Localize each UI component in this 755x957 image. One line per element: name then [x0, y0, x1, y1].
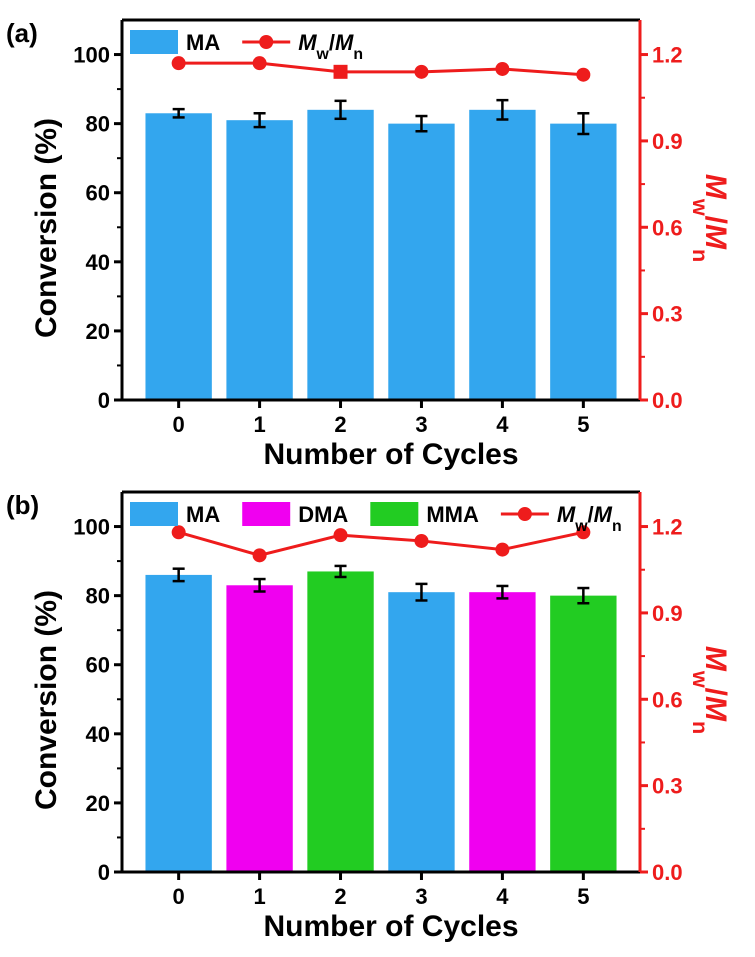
x-tick-label: 1: [253, 884, 265, 909]
y2-tick-label: 0.3: [652, 302, 683, 327]
error-bar-cycle-2: [334, 564, 347, 579]
y-tick-label: 100: [73, 43, 110, 68]
chart-panel-b: (b) 0 20 40 60 80 100 0.0 0.3 0.6 0.9 1.2 0 1 2 3 4 5 Numb…: [6, 490, 732, 943]
mwmn-point-cycle-2: [333, 528, 348, 543]
error-bar-cycle-3: [415, 114, 428, 133]
bar-cycle-3: [388, 592, 455, 872]
y2-tick-label: 0.3: [652, 774, 683, 799]
x-tick-label: 4: [496, 412, 509, 437]
error-bar-cycle-1: [253, 112, 266, 129]
legend-label: Mw/Mn: [557, 502, 622, 535]
panel-label: (b): [6, 490, 39, 520]
y2-axis-title: Mw/Mn: [689, 646, 733, 734]
error-bar-cycle-1: [253, 577, 266, 593]
legend-swatch: [130, 30, 178, 54]
bar-cycle-4: [469, 109, 536, 401]
legend-label: MA: [186, 502, 220, 527]
legend-label: DMA: [298, 502, 348, 527]
y-tick-label: 20: [86, 791, 110, 816]
y-tick-label: 0: [98, 860, 110, 885]
bar-cycle-4: [469, 592, 536, 872]
error-bar-cycle-3: [415, 582, 428, 602]
y2-tick-label: 1.2: [652, 43, 683, 68]
legend-swatch: [130, 502, 178, 526]
y2-tick-label: 0.9: [652, 129, 683, 154]
mwmn-line: [178, 530, 584, 557]
y-tick-label: 20: [86, 319, 110, 344]
x-tick-label: 5: [577, 412, 589, 437]
x-axis-title: Number of Cycles: [263, 910, 518, 943]
mwmn-point-cycle-5: [576, 525, 591, 540]
panel-label: (a): [6, 18, 38, 48]
bar-cycle-0: [145, 113, 212, 400]
x-tick-label: 2: [334, 412, 346, 437]
bar-cycle-5: [550, 595, 617, 872]
error-bar-cycle-5: [577, 586, 590, 605]
bar-cycle-5: [550, 123, 617, 401]
mwmn-point-cycle-1: [252, 548, 267, 563]
mwmn-point-cycle-3: [414, 64, 429, 79]
y2-tick-label: 0.9: [652, 601, 683, 626]
error-bar-cycle-4: [496, 584, 509, 600]
y-tick-label: 80: [86, 584, 110, 609]
bar-cycle-2: [307, 571, 374, 872]
x-tick-label: 4: [496, 884, 509, 909]
x-tick-label: 3: [415, 412, 427, 437]
x-tick-label: 2: [334, 884, 346, 909]
error-bar-cycle-4: [496, 98, 509, 121]
mwmn-point-cycle-4: [495, 542, 510, 557]
bar-cycle-1: [226, 120, 293, 400]
bar-cycle-3: [388, 123, 455, 401]
mwmn-line: [178, 61, 584, 77]
mwmn-point-cycle-0: [171, 56, 186, 71]
x-tick-label: 0: [173, 412, 185, 437]
mwmn-point-cycle-1: [252, 56, 267, 71]
mwmn-point-cycle-0: [171, 525, 186, 540]
x-tick-label: 3: [415, 884, 427, 909]
mwmn-point-cycle-3: [414, 533, 429, 548]
legend-line-marker: [259, 35, 274, 49]
legend-label: MA: [186, 30, 220, 55]
error-bar-cycle-0: [172, 567, 185, 583]
x-tick-label: 1: [253, 412, 265, 437]
legend-swatch: [242, 502, 291, 526]
x-tick-label: 0: [173, 884, 185, 909]
error-bar-cycle-5: [577, 112, 590, 136]
y-tick-label: 60: [86, 181, 110, 206]
bar-cycle-2: [307, 109, 374, 401]
legend-label: MMA: [426, 502, 479, 527]
bar-cycle-1: [226, 585, 293, 872]
y2-tick-label: 0.6: [652, 687, 683, 712]
y-axis-title: Conversion (%): [30, 590, 63, 810]
legend-label: Mw/Mn: [298, 30, 363, 63]
error-bar-cycle-0: [172, 107, 185, 119]
y-tick-label: 60: [86, 653, 110, 678]
y-tick-label: 100: [73, 515, 110, 540]
y2-tick-label: 1.2: [652, 515, 683, 540]
legend-swatch: [370, 502, 419, 526]
mwmn-point-cycle-4: [495, 61, 510, 76]
legend-line-marker: [517, 507, 532, 521]
x-axis-title: Number of Cycles: [263, 438, 518, 471]
mwmn-point-cycle-2: [333, 64, 348, 79]
y-tick-label: 40: [86, 722, 110, 747]
y-tick-label: 0: [98, 388, 110, 413]
bar-cycle-0: [145, 574, 212, 872]
chart-panel-a: (a) 0 20 40 60 80 100 0.0 0.3 0.6 0.9 1.2 0 1 2 3 4 5 Numb…: [6, 18, 732, 471]
mwmn-point-cycle-5: [576, 67, 591, 82]
y2-tick-label: 0.0: [652, 860, 683, 885]
legend: MA Mw/Mn: [130, 30, 363, 63]
y-tick-label: 40: [86, 250, 110, 275]
y2-tick-label: 0.6: [652, 215, 683, 240]
error-bar-cycle-2: [334, 99, 347, 121]
y-axis-title: Conversion (%): [30, 118, 63, 338]
y-tick-label: 80: [86, 112, 110, 137]
y2-tick-label: 0.0: [652, 388, 683, 413]
x-tick-label: 5: [577, 884, 589, 909]
legend: MA DMA MMA Mw/Mn: [130, 502, 622, 535]
y2-axis-title: Mw/Mn: [689, 174, 733, 262]
